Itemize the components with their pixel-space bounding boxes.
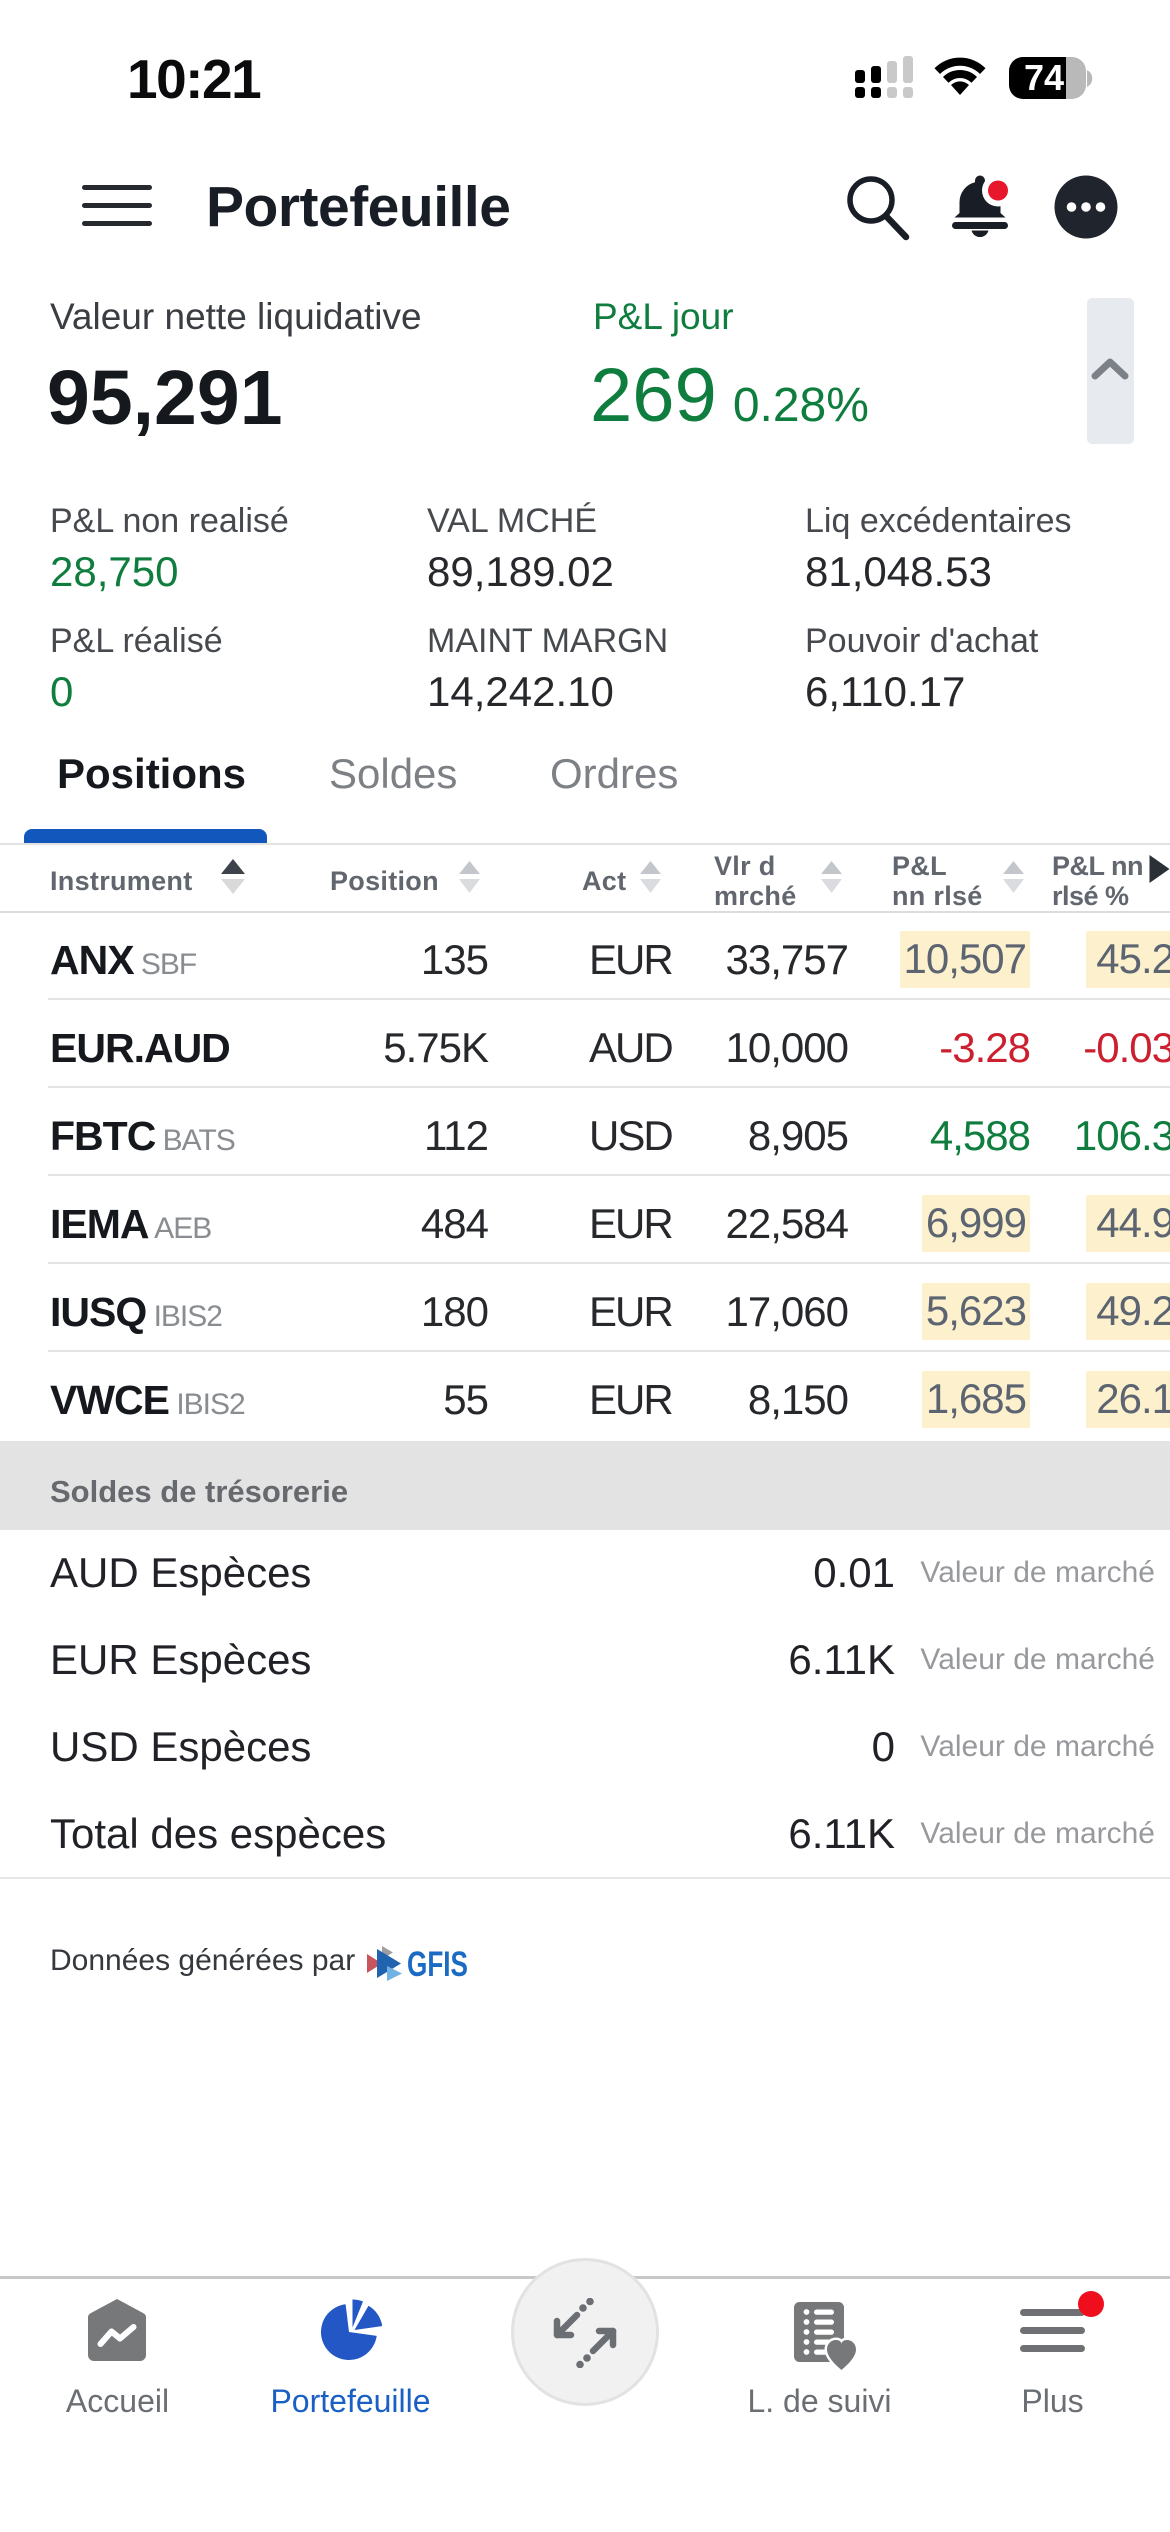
svg-text:74: 74 [1024,57,1064,98]
svg-text:GFIS: GFIS [407,1945,468,1984]
